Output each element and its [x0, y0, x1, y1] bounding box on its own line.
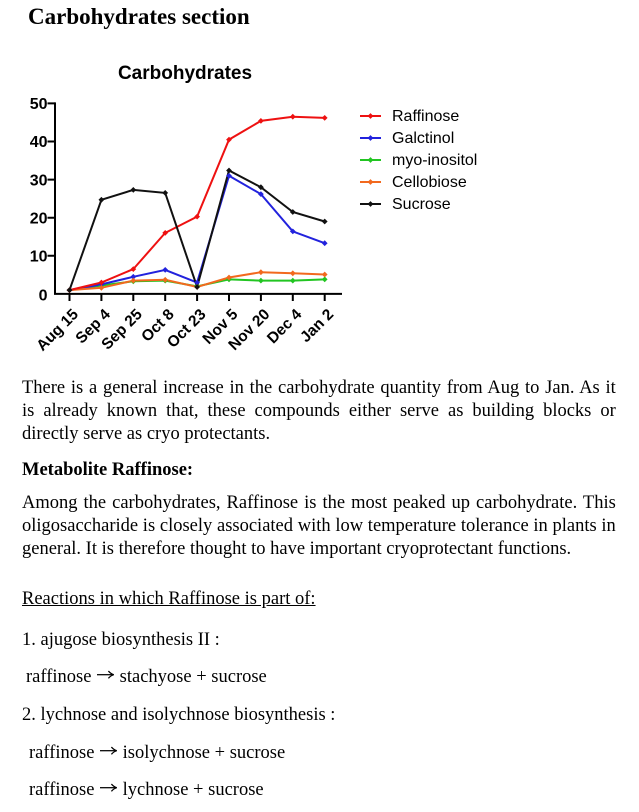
svg-text:20: 20: [30, 210, 48, 227]
svg-text:40: 40: [30, 134, 48, 151]
svg-text:Dec 4: Dec 4: [264, 306, 306, 348]
svg-text:30: 30: [30, 172, 48, 189]
svg-text:Sucrose: Sucrose: [392, 196, 451, 213]
svg-text:50: 50: [30, 96, 48, 113]
svg-text:Galctinol: Galctinol: [392, 130, 454, 147]
svg-text:Raffinose: Raffinose: [392, 108, 459, 125]
svg-text:myo-inositol: myo-inositol: [392, 152, 477, 169]
svg-text:10: 10: [30, 249, 48, 266]
svg-text:Carbohydrates: Carbohydrates: [118, 63, 252, 84]
svg-text:0: 0: [39, 288, 48, 305]
svg-text:Jan 2: Jan 2: [297, 306, 337, 346]
svg-text:Cellobiose: Cellobiose: [392, 174, 467, 191]
svg-text:Aug 15: Aug 15: [33, 306, 82, 355]
